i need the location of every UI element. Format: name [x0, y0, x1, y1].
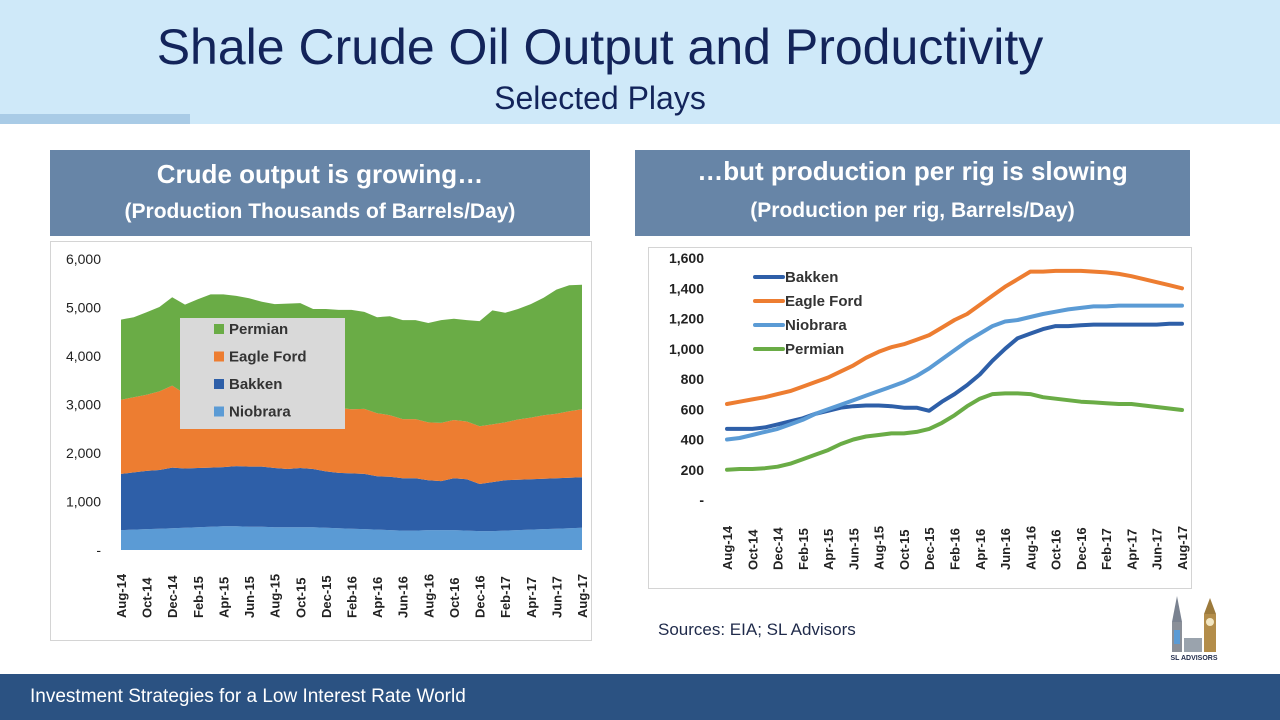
legend-label-permian: Permian: [229, 321, 288, 338]
legend-swatch-permian: [214, 324, 224, 334]
sources-note: Sources: EIA; SL Advisors: [658, 620, 856, 639]
y-tick-label: -: [96, 542, 101, 558]
left-panel-header: Crude output is growing… (Production Tho…: [50, 150, 590, 236]
x-tick-label: Oct-14: [745, 529, 760, 570]
x-tick-label: Oct-14: [140, 577, 155, 618]
legend-swatch-eagle-ford: [214, 351, 224, 362]
title-band: [0, 0, 1280, 124]
y-tick-label: 600: [681, 401, 705, 417]
x-tick-label: Aug-15: [268, 574, 283, 618]
y-tick-label: 1,600: [669, 250, 704, 266]
y-tick-label: 200: [681, 462, 705, 478]
y-tick-label: 3,000: [66, 397, 101, 413]
x-tick-label: Dec-15: [319, 575, 334, 618]
line-eagle-ford: [725, 268, 1184, 406]
x-tick-label: Dec-16: [473, 575, 488, 618]
x-tick-label: Jun-16: [396, 576, 411, 618]
x-tick-label: Aug-16: [1023, 526, 1038, 570]
legend-box: [180, 318, 345, 429]
x-tick-label: Feb-15: [191, 576, 206, 618]
legend-label-niobrara: Niobrara: [229, 404, 291, 421]
title-band-accent: [0, 114, 190, 124]
y-tick-label: 400: [681, 432, 705, 448]
legend-swatch-bakken: [214, 379, 224, 389]
x-tick-label: Aug-14: [114, 573, 129, 618]
x-tick-label: Aug-16: [421, 574, 436, 618]
x-tick-label: Jun-17: [549, 576, 564, 618]
x-tick-label: Dec-15: [922, 527, 937, 570]
area-niobrara: [121, 526, 582, 550]
y-tick-label: -: [699, 492, 704, 508]
legend-label-bakken: Bakken: [229, 376, 282, 393]
y-tick-label: 4,000: [66, 348, 101, 364]
right-header-title: …but production per rig is slowing: [697, 156, 1128, 186]
x-tick-label: Dec-14: [771, 527, 786, 570]
y-tick-label: 1,000: [66, 494, 101, 510]
sl-advisors-logo: SL ADVISORS: [1170, 596, 1218, 662]
x-tick-label: Apr-17: [1124, 529, 1139, 570]
x-tick-label: Feb-15: [796, 528, 811, 570]
slide-subtitle: Selected Plays: [494, 80, 706, 116]
x-tick-label: Oct-16: [447, 578, 462, 618]
left-header-title: Crude output is growing…: [156, 159, 484, 189]
x-tick-label: Oct-16: [1049, 530, 1064, 570]
footer-tagline: Investment Strategies for a Low Interest…: [30, 686, 466, 707]
x-tick-label: Jun-15: [846, 528, 861, 570]
logo-text: SL ADVISORS: [1170, 655, 1217, 662]
y-tick-label: 5,000: [66, 300, 101, 316]
y-tick-label: 800: [681, 371, 705, 387]
x-tick-label: Feb-16: [345, 576, 360, 618]
y-tick-label: 2,000: [66, 445, 101, 461]
x-tick-label: Apr-17: [524, 577, 539, 618]
right-chart-frame: - 200 400 600 800 1,000 1,200 1,400 1,600 Aug-14 O…: [648, 247, 1192, 589]
x-tick-label: Feb-16: [948, 528, 963, 570]
slide-title: Shale Crude Oil Output and Productivity: [156, 19, 1044, 75]
legend-label-eagle-ford: Eagle Ford: [785, 293, 863, 310]
right-panel-header: …but production per rig is slowing (Prod…: [635, 150, 1190, 236]
x-tick-label: Jun-16: [998, 528, 1013, 570]
legend-label-niobrara: Niobrara: [785, 317, 847, 334]
line-niobrara: [725, 303, 1184, 442]
line-permian: [725, 391, 1184, 472]
x-tick-label: Dec-14: [165, 575, 180, 618]
x-tick-label: Aug-17: [575, 574, 590, 618]
x-tick-label: Feb-17: [1099, 528, 1114, 570]
output-area-chart: - 1,000 2,000 3,000 4,000 5,000 6,000 Aug-14 Oct…: [66, 251, 590, 618]
x-tick-label: Apr-15: [821, 529, 836, 570]
x-tick-label: Apr-16: [370, 577, 385, 618]
legend-label-eagle-ford: Eagle Ford: [229, 349, 307, 366]
x-tick-label: Aug-17: [1175, 526, 1190, 570]
x-tick-label: Jun-15: [242, 576, 257, 618]
legend-label-permian: Permian: [785, 341, 844, 358]
per-rig-line-chart: - 200 400 600 800 1,000 1,200 1,400 1,600 Aug-14 O…: [669, 250, 1190, 570]
y-tick-label: 1,400: [669, 280, 704, 296]
y-tick-label: 1,200: [669, 311, 704, 327]
x-tick-label: Apr-16: [973, 529, 988, 570]
x-tick-label: Jun-17: [1150, 528, 1165, 570]
legend-label-bakken: Bakken: [785, 269, 838, 286]
x-tick-label: Oct-15: [293, 578, 308, 618]
left-header-subtitle: (Production Thousands of Barrels/Day): [124, 200, 516, 223]
x-tick-label: Dec-16: [1074, 527, 1089, 570]
x-tick-label: Oct-15: [897, 530, 912, 570]
x-tick-label: Aug-15: [872, 526, 887, 570]
x-tick-label: Feb-17: [498, 576, 513, 618]
area-bakken: [121, 466, 582, 532]
y-tick-label: 1,000: [669, 341, 704, 357]
legend-swatch-niobrara: [214, 406, 224, 417]
y-tick-label: 6,000: [66, 251, 101, 267]
right-header-subtitle: (Production per rig, Barrels/Day): [750, 199, 1075, 222]
footer-bar: [0, 674, 1280, 720]
x-tick-label: Apr-15: [216, 577, 231, 618]
left-chart-frame: - 1,000 2,000 3,000 4,000 5,000 6,000 Aug-14 Oct…: [50, 241, 592, 641]
x-tick-label: Aug-14: [720, 525, 735, 570]
